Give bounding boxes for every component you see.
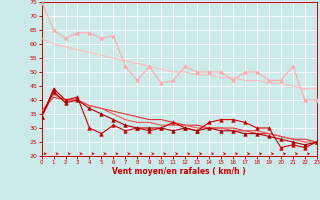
X-axis label: Vent moyen/en rafales ( km/h ): Vent moyen/en rafales ( km/h )	[112, 167, 246, 176]
